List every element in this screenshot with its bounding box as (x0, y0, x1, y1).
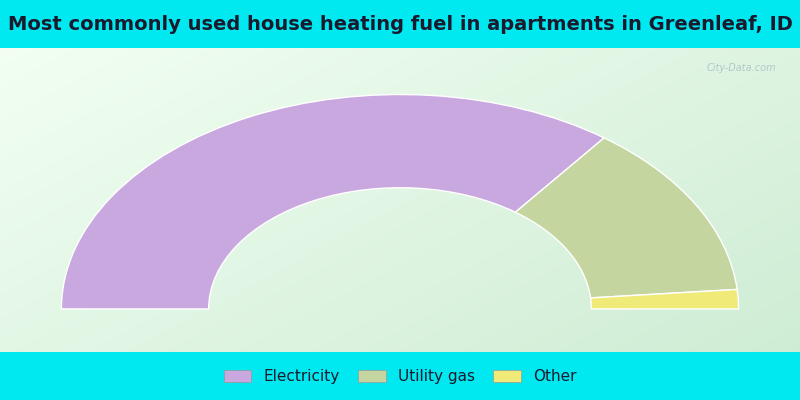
Text: Most commonly used house heating fuel in apartments in Greenleaf, ID: Most commonly used house heating fuel in… (7, 14, 793, 34)
Wedge shape (62, 94, 604, 309)
Wedge shape (590, 290, 738, 309)
Legend: Electricity, Utility gas, Other: Electricity, Utility gas, Other (218, 363, 582, 390)
Text: City-Data.com: City-Data.com (706, 63, 776, 73)
Wedge shape (515, 138, 737, 298)
